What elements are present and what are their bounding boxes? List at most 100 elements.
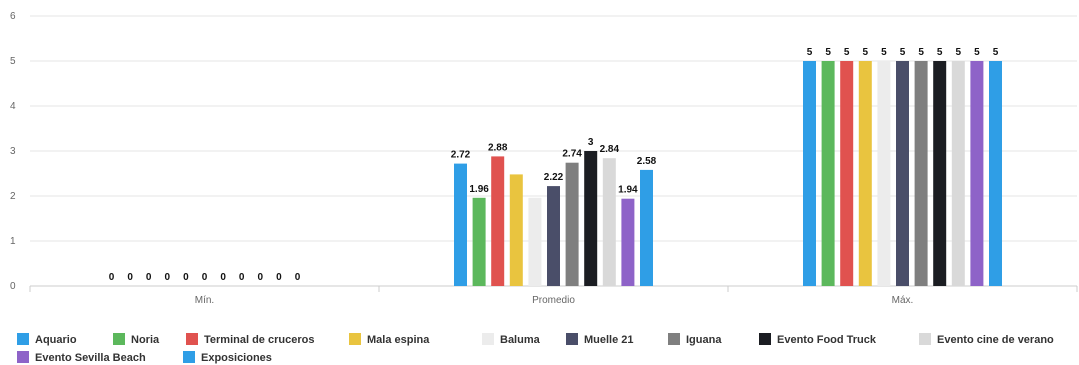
bar[interactable] xyxy=(858,61,872,286)
data-label: 0 xyxy=(109,272,115,283)
data-label: 2.84 xyxy=(600,144,620,155)
bars xyxy=(454,61,1002,286)
data-label: 5 xyxy=(807,47,813,58)
bar[interactable] xyxy=(933,61,947,286)
bar[interactable] xyxy=(602,158,616,286)
bar[interactable] xyxy=(547,186,560,286)
legend-label: Exposiciones xyxy=(201,352,272,364)
y-tick-label: 0 xyxy=(10,281,16,292)
data-label: 1.94 xyxy=(618,185,638,196)
legend-label: Mala espina xyxy=(367,334,430,346)
bar[interactable] xyxy=(528,197,542,286)
bar[interactable] xyxy=(584,151,598,286)
data-label: 5 xyxy=(956,47,962,58)
data-label: 0 xyxy=(295,272,301,283)
legend-label: Noria xyxy=(131,334,160,346)
legend-swatch xyxy=(17,351,29,363)
data-label: 0 xyxy=(258,272,264,283)
legend-swatch xyxy=(17,333,29,345)
y-tick-label: 4 xyxy=(10,101,16,112)
data-label: 2.74 xyxy=(562,149,582,160)
bar[interactable] xyxy=(877,61,891,286)
legend-item[interactable]: Noria xyxy=(113,333,160,346)
legend-swatch xyxy=(113,333,125,345)
data-label: 5 xyxy=(881,47,887,58)
bar[interactable] xyxy=(914,61,928,286)
data-label: 0 xyxy=(220,272,226,283)
data-label: 2.72 xyxy=(451,150,471,161)
legend-label: Aquario xyxy=(35,334,77,346)
bar[interactable] xyxy=(640,169,653,286)
bar[interactable] xyxy=(565,162,579,286)
legend-item[interactable]: Exposiciones xyxy=(183,351,272,364)
legend-swatch xyxy=(349,333,361,345)
legend-item[interactable]: Iguana xyxy=(668,333,722,346)
bar[interactable] xyxy=(989,61,1002,286)
legend-swatch xyxy=(759,333,771,345)
legend-swatch xyxy=(668,333,680,345)
legend-label: Evento Sevilla Beach xyxy=(35,352,146,364)
bar[interactable] xyxy=(821,61,835,286)
bar[interactable] xyxy=(840,61,854,286)
legend-item[interactable]: Terminal de cruceros xyxy=(186,333,314,346)
legend-item[interactable]: Evento Food Truck xyxy=(759,333,877,346)
legend-label: Evento Food Truck xyxy=(777,334,877,346)
data-label: 0 xyxy=(276,272,282,283)
bar[interactable] xyxy=(803,61,816,286)
data-label: 5 xyxy=(918,47,924,58)
legend-item[interactable]: Muelle 21 xyxy=(566,333,634,346)
data-label: 2.58 xyxy=(637,156,657,167)
legend-item[interactable]: Aquario xyxy=(17,333,77,346)
legend-swatch xyxy=(183,351,195,363)
bar[interactable] xyxy=(509,174,523,286)
legend-label: Iguana xyxy=(686,334,722,346)
legend[interactable]: Aquario Noria Terminal de cruceros Mala esp… xyxy=(17,333,1054,364)
legend-label: Terminal de cruceros xyxy=(204,334,314,346)
y-tick-label: 1 xyxy=(10,236,16,247)
legend-label: Muelle 21 xyxy=(584,334,634,346)
bar[interactable] xyxy=(491,156,505,286)
y-tick-label: 5 xyxy=(10,56,16,67)
legend-swatch xyxy=(186,333,198,345)
data-label: 5 xyxy=(937,47,943,58)
data-label: 3 xyxy=(588,137,594,148)
bar[interactable] xyxy=(951,61,965,286)
legend-item[interactable]: Mala espina xyxy=(349,333,430,346)
data-label: 0 xyxy=(165,272,171,283)
data-label: 5 xyxy=(900,47,906,58)
legend-swatch xyxy=(482,333,494,345)
x-category-label: Mín. xyxy=(195,295,214,306)
legend-item[interactable]: Evento Sevilla Beach xyxy=(17,351,146,364)
bar[interactable] xyxy=(472,197,486,286)
legend-label: Baluma xyxy=(500,334,541,346)
data-label: 5 xyxy=(863,47,869,58)
bar[interactable] xyxy=(896,61,909,286)
x-category-label: Máx. xyxy=(892,295,914,306)
data-label: 5 xyxy=(825,47,831,58)
bar[interactable] xyxy=(970,61,984,286)
legend-swatch xyxy=(566,333,578,345)
legend-item[interactable]: Evento cine de verano xyxy=(919,333,1054,346)
bar[interactable] xyxy=(621,198,635,286)
data-label: 5 xyxy=(993,47,999,58)
data-label: 5 xyxy=(974,47,980,58)
data-label: 0 xyxy=(183,272,189,283)
legend-label: Evento cine de verano xyxy=(937,334,1054,346)
data-label: 1.96 xyxy=(469,184,489,195)
bar[interactable] xyxy=(454,163,467,286)
y-tick-label: 6 xyxy=(10,11,16,22)
y-axis-ticks: 0 1 2 3 4 5 6 xyxy=(10,11,16,292)
legend-swatch xyxy=(919,333,931,345)
data-label: 0 xyxy=(146,272,152,283)
data-label: 0 xyxy=(127,272,133,283)
data-label: 0 xyxy=(239,272,245,283)
legend-item[interactable]: Baluma xyxy=(482,333,541,346)
data-label: 2.22 xyxy=(544,172,564,183)
data-label: 2.88 xyxy=(488,142,508,153)
y-tick-label: 3 xyxy=(10,146,16,157)
data-label: 0 xyxy=(202,272,208,283)
x-axis: Mín. Promedio Máx. xyxy=(29,286,1078,306)
x-category-label: Promedio xyxy=(532,295,575,306)
